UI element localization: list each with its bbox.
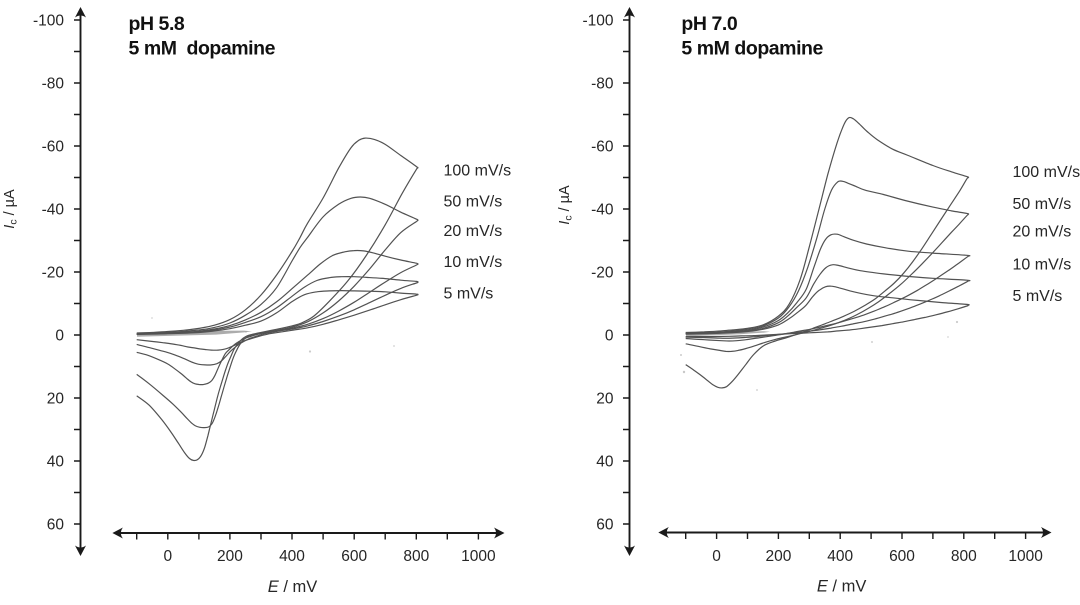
- svg-text:-100: -100: [582, 13, 613, 30]
- svg-text:50 mV/s: 50 mV/s: [444, 194, 503, 211]
- svg-text:20 mV/s: 20 mV/s: [444, 223, 503, 240]
- svg-text:5 mV/s: 5 mV/s: [444, 286, 494, 303]
- svg-text:20 mV/s: 20 mV/s: [1013, 224, 1072, 241]
- svg-text:400: 400: [827, 548, 853, 565]
- svg-text:0: 0: [163, 548, 172, 565]
- svg-text:400: 400: [279, 548, 305, 565]
- svg-text:-40: -40: [591, 202, 614, 219]
- svg-text:pH 5.8: pH 5.8: [129, 13, 185, 35]
- svg-text:20: 20: [596, 391, 614, 408]
- svg-text:-80: -80: [591, 76, 614, 93]
- svg-text:pH 7.0: pH 7.0: [681, 13, 737, 35]
- svg-text:200: 200: [217, 548, 243, 565]
- svg-text:-100: -100: [33, 13, 64, 30]
- svg-text:0: 0: [55, 328, 64, 345]
- svg-text:600: 600: [889, 548, 915, 565]
- svg-text:-80: -80: [42, 76, 65, 93]
- svg-text:-40: -40: [42, 202, 65, 219]
- svg-text:5 mM dopamine: 5 mM dopamine: [129, 38, 276, 60]
- svg-text:10 mV/s: 10 mV/s: [1013, 257, 1072, 274]
- svg-text:40: 40: [47, 454, 65, 471]
- svg-text:-60: -60: [591, 139, 614, 156]
- svg-text:60: 60: [596, 517, 614, 534]
- svg-text:10 mV/s: 10 mV/s: [444, 254, 503, 271]
- svg-text:1000: 1000: [1008, 548, 1043, 565]
- svg-text:800: 800: [951, 548, 977, 565]
- svg-text:200: 200: [765, 548, 791, 565]
- svg-text:1000: 1000: [461, 548, 496, 565]
- svg-text:-20: -20: [42, 265, 65, 282]
- svg-text:60: 60: [47, 517, 65, 534]
- svg-text:0: 0: [712, 548, 721, 565]
- svg-text:-60: -60: [42, 139, 65, 156]
- svg-text:800: 800: [403, 548, 429, 565]
- svg-text:20: 20: [47, 391, 65, 408]
- svg-text:0: 0: [605, 328, 614, 345]
- svg-text:Ic / µA: Ic / µA: [557, 185, 575, 225]
- svg-text:40: 40: [596, 454, 614, 471]
- svg-text:5 mV/s: 5 mV/s: [1013, 288, 1063, 305]
- svg-text:-20: -20: [591, 265, 614, 282]
- svg-text:100 mV/s: 100 mV/s: [444, 163, 512, 180]
- svg-text:600: 600: [341, 548, 367, 565]
- svg-text:Ic / µA: Ic / µA: [2, 189, 20, 229]
- svg-text:E / mV: E / mV: [817, 578, 867, 596]
- svg-text:5 mM dopamine: 5 mM dopamine: [681, 38, 823, 60]
- svg-text:50 mV/s: 50 mV/s: [1013, 196, 1072, 213]
- svg-text:E / mV: E / mV: [268, 578, 318, 596]
- svg-text:100 mV/s: 100 mV/s: [1013, 164, 1080, 181]
